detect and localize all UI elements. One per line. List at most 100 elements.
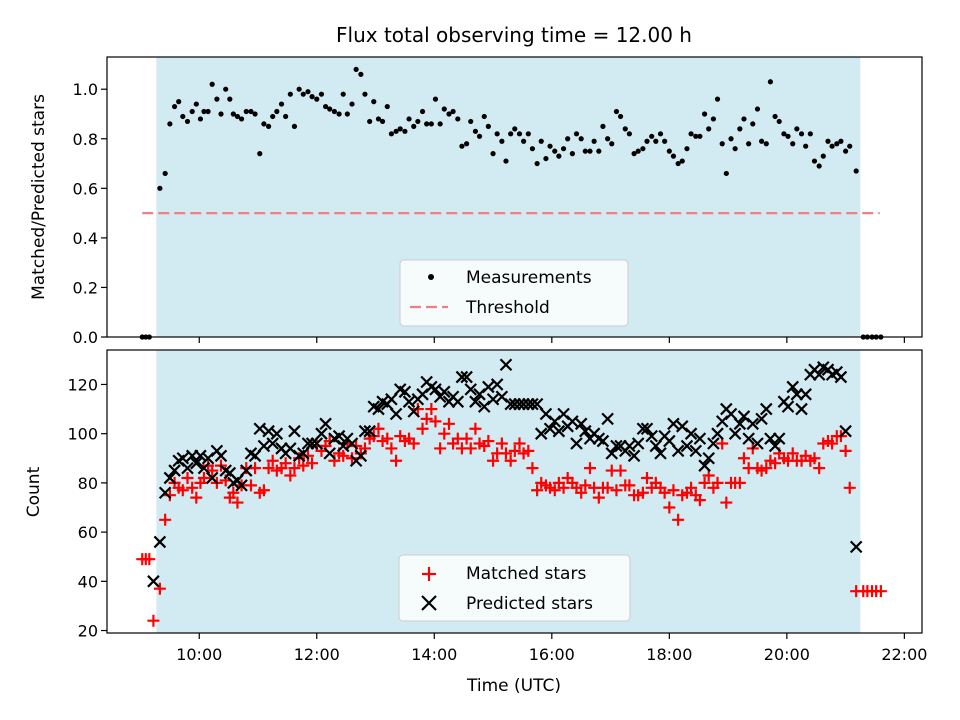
measurement-point [223, 86, 229, 92]
y-tick-label: 0.0 [73, 328, 98, 347]
measurement-point [193, 101, 199, 107]
legend-threshold-label: Threshold [465, 298, 550, 318]
y-tick-label: 0.8 [73, 130, 98, 149]
measurement-point [349, 101, 355, 107]
predicted-star-point [711, 427, 724, 440]
measurement-point [569, 151, 575, 157]
predicted-star-point [698, 459, 711, 472]
matched-star-point [425, 403, 438, 416]
matched-star-point [301, 449, 314, 462]
matched-star-point [186, 481, 199, 494]
measurement-point [582, 148, 588, 154]
measurement-point [162, 170, 168, 177]
predicted-star-point [253, 422, 267, 436]
matched-star-point [737, 452, 750, 465]
measurement-point [798, 131, 805, 137]
y-tick-label: 20 [78, 622, 98, 641]
matched-star-point [231, 496, 244, 509]
matched-star-point [153, 582, 166, 595]
measurement-point [205, 108, 211, 115]
measurement-point [362, 91, 368, 97]
predicted-star-point [288, 424, 301, 438]
measurement-point [853, 168, 859, 174]
matched-star-point [266, 454, 279, 467]
predicted-stars-points [147, 358, 863, 588]
matched-star-point [720, 496, 733, 509]
measurement-point [234, 113, 241, 120]
measurement-point [283, 113, 289, 120]
predicted-star-point [849, 540, 863, 554]
matched-star-point [197, 471, 210, 484]
predicted-star-point [486, 392, 500, 406]
matched-star-point [826, 437, 839, 450]
matched-star-point [279, 457, 292, 470]
predicted-star-point [570, 437, 583, 450]
matched-star-point [469, 422, 482, 435]
chart-title: Flux total observing time = 12.00 h [336, 23, 692, 47]
measurement-point [710, 116, 717, 122]
predicted-star-point [239, 464, 253, 477]
x-tick-label: 16:00 [529, 645, 575, 664]
measurement-point [371, 99, 377, 105]
measurement-point [785, 133, 791, 139]
matched-star-point [522, 444, 535, 457]
predicted-star-point [654, 447, 667, 460]
measurement-point [653, 138, 659, 144]
measurement-point [596, 148, 602, 154]
measurement-point [472, 128, 479, 134]
matched-star-point [548, 484, 561, 497]
measurement-point [790, 141, 796, 147]
measurement-point [578, 136, 584, 142]
matched-star-point [636, 486, 649, 499]
predicted-star-point [707, 437, 720, 450]
matched-star-point [499, 447, 512, 460]
measurement-point [468, 118, 474, 125]
measurement-point [157, 185, 163, 191]
measurement-point [746, 141, 752, 147]
predicted-star-point [482, 380, 495, 394]
matched-star-point [526, 462, 539, 475]
matched-star-point [206, 464, 219, 477]
predicted-star-point [543, 422, 557, 436]
measurement-point [437, 121, 443, 127]
top-legend: Measurements Threshold [399, 259, 629, 327]
predicted-star-point [197, 461, 211, 475]
matched-star-point [190, 491, 203, 504]
x-axis: 10:00 12:00 14:00 16:00 18:00 20:00 22:00 [176, 633, 927, 664]
predicted-star-point [680, 439, 694, 453]
measurement-point [327, 106, 333, 112]
measurement-point [649, 133, 655, 139]
matched-star-point [306, 457, 319, 470]
measurement-point [538, 138, 544, 144]
predicted-star-point [176, 452, 190, 465]
measurement-point [556, 153, 562, 159]
measurement-point [309, 94, 315, 100]
measurement-point [688, 131, 694, 137]
matched-star-point [482, 435, 495, 448]
measurement-point [670, 153, 677, 159]
measurement-point [811, 158, 818, 164]
measurement-point [609, 141, 615, 147]
matched-star-point [623, 479, 636, 492]
measurement-point [626, 131, 632, 137]
predicted-star-point [296, 447, 310, 460]
matched-star-point [658, 486, 671, 499]
matched-star-point [346, 452, 359, 465]
measurement-point [640, 146, 646, 152]
measurement-point [278, 101, 285, 107]
measurement-point [419, 108, 426, 115]
matched-star-point [733, 476, 746, 489]
measurement-point [587, 148, 593, 154]
legend-matched-label: Matched stars [466, 564, 586, 584]
matched-star-point [411, 403, 424, 416]
measurement-point [534, 160, 540, 167]
matched-star-point [584, 462, 597, 475]
predicted-star-point [579, 424, 592, 438]
measurement-point [508, 131, 514, 137]
matched-star-point [288, 462, 301, 475]
measurement-point [490, 151, 496, 157]
predicted-star-point [530, 397, 544, 411]
predicted-star-point [398, 385, 412, 399]
predicted-star-point [490, 378, 504, 391]
measurement-point [450, 108, 456, 115]
